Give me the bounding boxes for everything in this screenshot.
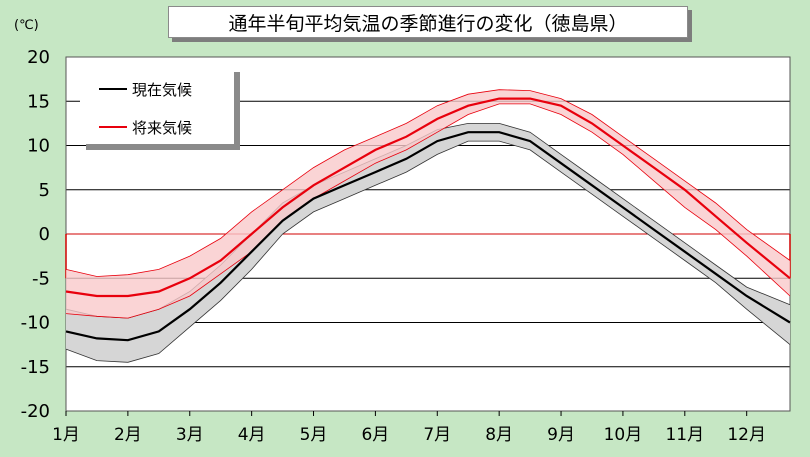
y-axis-ticks: 20 15 10 5 0 -5 -10 -15 -20 xyxy=(21,47,50,422)
x-axis-ticks: 1月 2月 3月 4月 5月 6月 7月 8月 9月 10月 11月 12月 xyxy=(52,411,766,445)
y-unit-label: (℃) xyxy=(14,18,39,33)
x-tick-label: 5月 xyxy=(300,425,328,445)
legend-label-future: 将来気候 xyxy=(132,119,192,137)
y-tick-label: -10 xyxy=(21,313,50,334)
x-tick-label: 10月 xyxy=(604,425,643,445)
legend-box xyxy=(80,66,234,144)
legend: 現在気候 将来気候 xyxy=(80,66,240,150)
legend-label-current: 現在気候 xyxy=(132,81,192,99)
x-tick-label: 12月 xyxy=(727,425,766,445)
x-tick-label: 6月 xyxy=(361,425,389,445)
band-upper-future xyxy=(65,89,791,277)
series-lines xyxy=(65,97,791,342)
y-tick-label: 15 xyxy=(27,91,50,112)
y-tick-label: -20 xyxy=(21,401,50,422)
x-tick-label: 8月 xyxy=(485,425,513,445)
y-tick-label: 10 xyxy=(27,136,50,157)
x-tick-label: 9月 xyxy=(547,425,575,445)
y-tick-label: 5 xyxy=(39,180,50,201)
x-tick-label: 1月 xyxy=(52,425,80,445)
series-line-future xyxy=(65,97,791,298)
y-tick-label: -5 xyxy=(32,268,50,289)
x-tick-label: 4月 xyxy=(238,425,266,445)
band-current xyxy=(66,123,790,363)
band-lower-future xyxy=(65,103,791,319)
chart-title: 通年半旬平均気温の季節進行の変化（徳島県） xyxy=(228,12,628,35)
x-tick-label: 7月 xyxy=(423,425,451,445)
y-tick-label: 0 xyxy=(39,224,50,245)
x-tick-label: 11月 xyxy=(665,425,704,445)
x-tick-label: 2月 xyxy=(114,425,142,445)
band-lower-current xyxy=(65,140,791,363)
series-line-current xyxy=(65,131,791,342)
y-tick-label: 20 xyxy=(27,47,50,68)
y-tick-label: -15 xyxy=(21,357,50,378)
x-tick-label: 3月 xyxy=(176,425,204,445)
chart-title-box: 通年半旬平均気温の季節進行の変化（徳島県） xyxy=(168,6,688,38)
